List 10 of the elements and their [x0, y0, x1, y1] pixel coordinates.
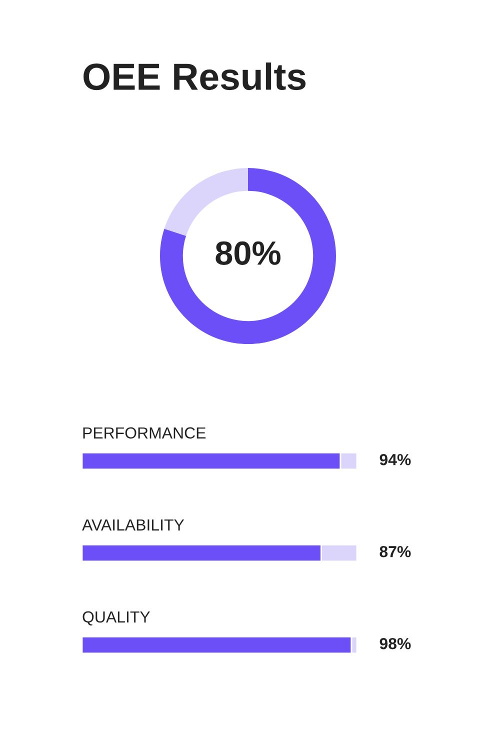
donut-slice: [160, 168, 336, 344]
category-label: AVAILABILITY: [82, 519, 184, 530]
data-label: 94%: [380, 454, 411, 466]
category-label: PERFORMANCE: [83, 427, 206, 439]
data-label: 98%: [380, 638, 411, 650]
donut-slice: [164, 168, 248, 236]
data-label: 87%: [380, 546, 411, 558]
category-label: QUALITY: [82, 611, 150, 626]
chart-title: OEE Results: [84, 62, 306, 90]
data-label: 80%: [216, 241, 280, 265]
